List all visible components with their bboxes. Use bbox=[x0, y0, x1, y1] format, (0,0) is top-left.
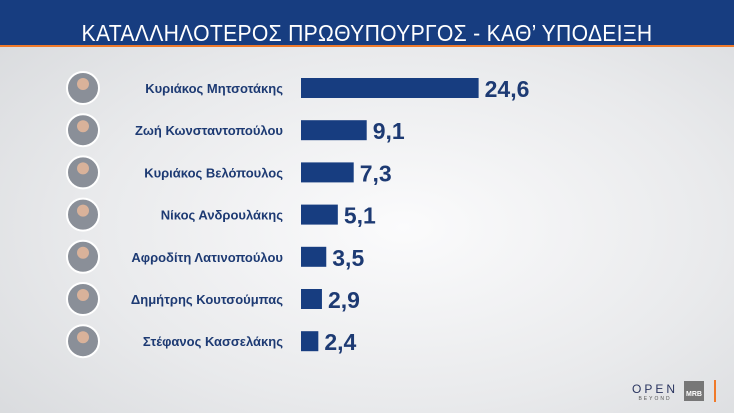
bar bbox=[301, 78, 479, 98]
candidate-name: Αφροδίτη Λατινοπούλου bbox=[131, 250, 283, 265]
candidate-name: Κυριάκος Μητσοτάκης bbox=[145, 81, 283, 96]
value-label: 5,1 bbox=[344, 203, 376, 229]
bar bbox=[301, 162, 354, 183]
candidate-face bbox=[77, 162, 89, 175]
candidate-name: Στέφανος Κασσελάκης bbox=[143, 334, 283, 349]
bar bbox=[301, 204, 338, 225]
candidate-face bbox=[77, 289, 89, 301]
candidate-face bbox=[77, 78, 89, 90]
value-label: 9,1 bbox=[373, 118, 405, 144]
accent-divider bbox=[714, 380, 716, 402]
chart-title: ΚΑΤΑΛΛΗΛΟΤΕΡΟΣ ΠΡΩΘΥΠΟΥΡΓΟΣ - ΚΑΘ’ ΥΠΟΔΕ… bbox=[81, 20, 653, 46]
value-label: 2,9 bbox=[328, 287, 360, 313]
header-bar: ΚΑΤΑΛΛΗΛΟΤΕΡΟΣ ΠΡΩΘΥΠΟΥΡΓΟΣ - ΚΑΘ’ ΥΠΟΔΕ… bbox=[0, 0, 734, 47]
bar bbox=[301, 289, 322, 309]
candidate-face bbox=[77, 331, 89, 344]
candidate-name: Δημήτρης Κουτσούμπας bbox=[131, 292, 283, 307]
candidate-face bbox=[77, 120, 89, 133]
value-label: 7,3 bbox=[360, 160, 392, 186]
value-label: 3,5 bbox=[332, 245, 364, 271]
candidate-face bbox=[77, 246, 89, 259]
mrb-logo: MRB bbox=[684, 381, 704, 401]
bar bbox=[301, 120, 367, 141]
value-label: 2,4 bbox=[324, 329, 356, 355]
open-logo: OPEN BEYOND bbox=[632, 382, 679, 402]
value-label: 24,6 bbox=[485, 76, 530, 102]
candidate-name: Κυριάκος Βελόπουλος bbox=[144, 165, 283, 180]
bar bbox=[301, 246, 327, 267]
candidate-name: Νίκος Ανδρουλάκης bbox=[161, 208, 283, 223]
candidate-face bbox=[77, 204, 89, 217]
candidate-name: Ζωή Κωνσταντοπούλου bbox=[135, 123, 283, 138]
bar bbox=[301, 331, 319, 352]
